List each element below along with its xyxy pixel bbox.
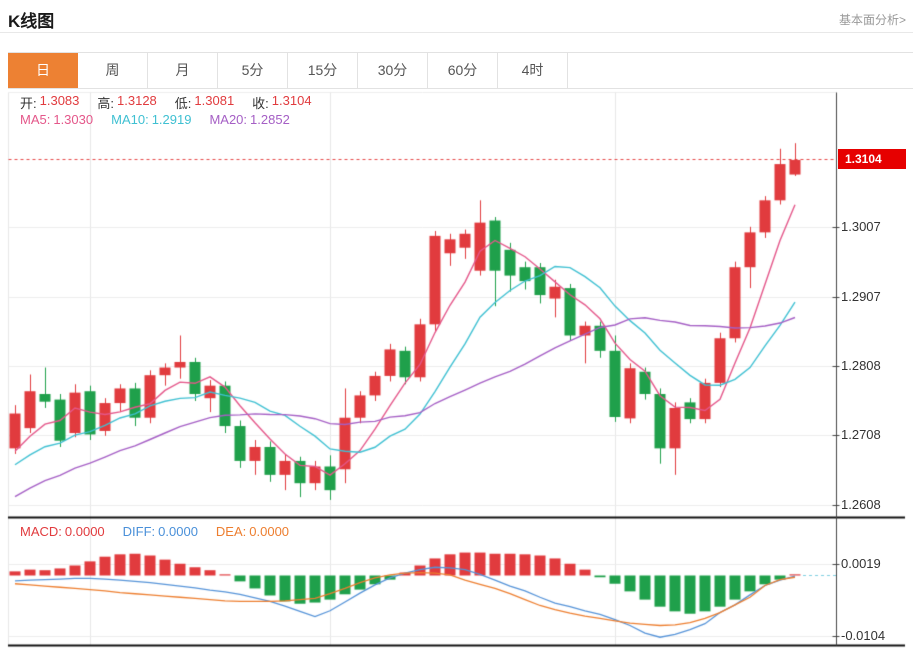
ohlc-legend: 开: 1.3083 高: 1.3128 低: 1.3081 收: 1.3104: [20, 93, 312, 112]
title-divider: [0, 32, 913, 33]
fundamental-analysis-link[interactable]: 基本面分析>: [838, 13, 906, 27]
tab-4hour[interactable]: 4时: [498, 53, 568, 88]
legend-ohlc-item: 收: 1.3104: [252, 93, 312, 111]
macd-legend: MACD: 0.0000 DIFF: 0.0000 DEA: 0.0000: [20, 524, 289, 539]
current-price-badge: 1.3104: [838, 149, 906, 170]
legend-ma-item: MA10: 1.2919: [111, 112, 192, 127]
legend-ohlc-item: 开: 1.3083: [20, 93, 80, 111]
tab-month[interactable]: 月: [148, 53, 218, 88]
legend-ma-item: MA5: 1.3030: [20, 112, 94, 127]
legend-ma-item: MA20: 1.2852: [209, 112, 290, 127]
legend-macd-item: DIFF: 0.0000: [122, 524, 198, 539]
axis-tick-label: 0.0019: [841, 555, 881, 571]
period-tabbar: 日周月 5分 15分 30分 60分 4时: [8, 52, 913, 89]
tab-week[interactable]: 周: [78, 53, 148, 88]
ma-legend: MA5: 1.3030 MA10: 1.2919 MA20: 1.2852: [20, 112, 290, 127]
tab-30min[interactable]: 30分: [358, 53, 428, 88]
legend-ohlc-item: 低: 1.3081: [174, 93, 235, 111]
axis-tick-label: -0.0104: [841, 628, 886, 644]
axis-tick-label: 1.2708: [841, 427, 881, 443]
tab-15min[interactable]: 15分: [288, 53, 358, 88]
tab-5min[interactable]: 5分: [218, 53, 288, 88]
page-header: K线图 基本面分析>: [0, 0, 913, 32]
axis-tick-label: 1.3007: [841, 219, 881, 234]
current-price-value: 1.3104: [845, 152, 882, 167]
tab-day[interactable]: 日: [8, 53, 78, 88]
legend-ohlc-item: 高: 1.3128: [97, 93, 157, 111]
legend-macd-item: DEA: 0.0000: [215, 524, 290, 539]
legend-macd-item: MACD: 0.0000: [20, 524, 105, 539]
axis-tick-label: 1.2808: [841, 357, 881, 373]
axis-tick-label: 1.2907: [841, 288, 881, 304]
axis-tick-label: 1.2608: [841, 497, 881, 512]
tab-60min[interactable]: 60分: [428, 53, 498, 88]
page-title: K线图: [8, 12, 55, 31]
